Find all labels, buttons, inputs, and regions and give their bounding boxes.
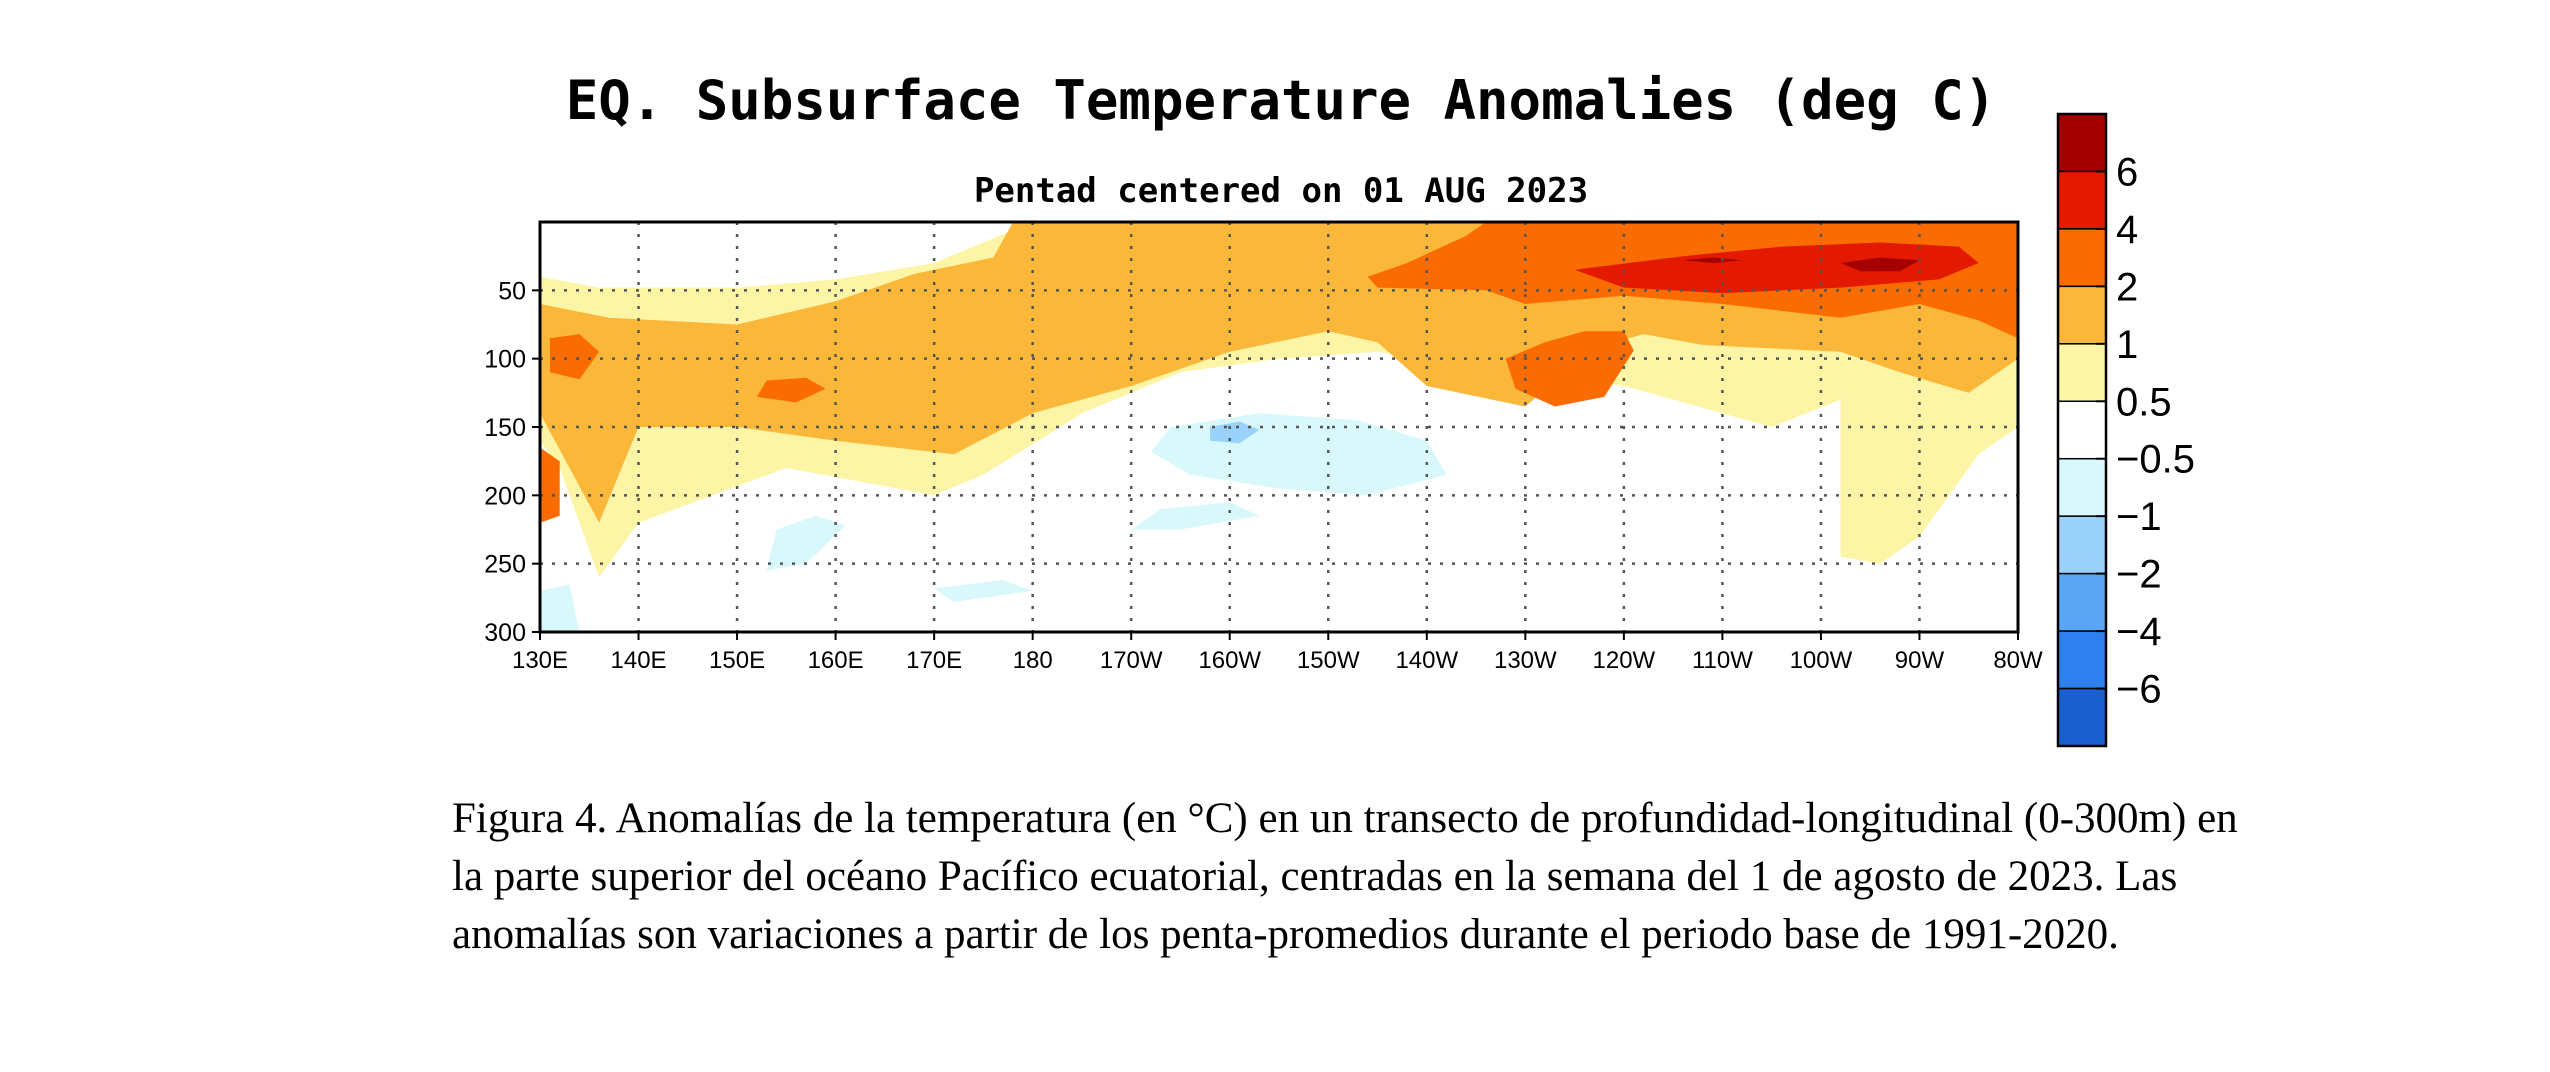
colorbar: 6 4 2 1 0.5 −0.5 −1 −2 −4 −6: [2056, 112, 2195, 748]
x-tick-label: 130W: [1494, 647, 1557, 674]
anomaly-region-9: [1505, 331, 1634, 407]
plot-area: 130E 140E 150E 160E 170E 180 170W 160W 150W 140W 1…: [484, 220, 2043, 674]
y-tick-label: 50: [498, 277, 526, 305]
x-tick-label: 170W: [1100, 647, 1163, 674]
y-tick-label: 150: [484, 414, 526, 442]
anomaly-region-6: [549, 334, 600, 380]
x-tick-label: 140W: [1395, 647, 1458, 674]
colorbar-swatch: [2057, 228, 2107, 288]
y-tick-label: 100: [484, 346, 526, 374]
colorbar-label: −6: [2116, 668, 2162, 712]
anomaly-region-13: [934, 580, 1033, 602]
x-tick-label: 150E: [709, 647, 765, 674]
colorbar-swatch: [2057, 687, 2107, 747]
y-tick-label: 250: [484, 551, 526, 579]
colorbar-label: −2: [2116, 553, 2162, 597]
figure-caption: Figura 4. Anomalías de la temperatura (e…: [452, 795, 2238, 958]
colorbar-swatch: [2057, 400, 2107, 460]
colorbar-swatch: [2057, 170, 2107, 230]
chart-subtitle: Pentad centered on 01 AUG 2023: [974, 171, 1588, 211]
colorbar-label: 6: [2116, 150, 2138, 194]
anomaly-region-12: [766, 515, 846, 571]
x-tick-label: 100W: [1790, 647, 1853, 674]
anomaly-region-15: [1210, 421, 1260, 444]
colorbar-label: −4: [2116, 610, 2162, 654]
colorbar-label: −1: [2116, 495, 2162, 539]
colorbar-label: 2: [2116, 265, 2138, 309]
x-tick-label: 90W: [1895, 647, 1945, 674]
colorbar-swatch: [2057, 630, 2107, 690]
x-tick-label: 170E: [906, 647, 962, 674]
colorbar-swatch: [2057, 572, 2107, 632]
y-tick-label: 300: [484, 619, 526, 647]
colorbar-label: 1: [2116, 323, 2138, 367]
x-tick-label: 130E: [512, 647, 568, 674]
colorbar-swatch: [2057, 343, 2107, 403]
anomaly-region-5: [1683, 257, 1743, 263]
colorbar-label: −0.5: [2116, 438, 2195, 482]
anomaly-region-8: [540, 447, 560, 523]
x-tick-label: 140E: [611, 647, 667, 674]
x-tick-label: 160W: [1198, 647, 1261, 674]
x-tick-label: 160E: [808, 647, 864, 674]
anomaly-region-7: [756, 377, 826, 403]
x-tick-label: 180: [1013, 647, 1053, 674]
y-tick-label: 200: [484, 482, 526, 510]
anomaly-region-4: [1840, 257, 1920, 272]
colorbar-swatch: [2057, 285, 2107, 345]
x-tick-label: 80W: [1993, 647, 2043, 674]
colorbar-swatch: [2057, 113, 2107, 173]
colorbar-label: 0.5: [2116, 380, 2172, 424]
x-tick-label: 110W: [1692, 647, 1753, 674]
colorbar-swatch: [2057, 457, 2107, 517]
chart-title: EQ. Subsurface Temperature Anomalies (de…: [566, 69, 1996, 132]
x-tick-label: 120W: [1593, 647, 1656, 674]
anomaly-region-11: [1131, 502, 1260, 530]
colorbar-swatch: [2057, 515, 2107, 575]
colorbar-frame: [2056, 112, 2108, 748]
colorbar-label: 4: [2116, 208, 2138, 252]
anomaly-region-3: [1574, 242, 1979, 294]
anomaly-region-14: [540, 584, 580, 632]
x-tick-label: 150W: [1297, 647, 1360, 674]
